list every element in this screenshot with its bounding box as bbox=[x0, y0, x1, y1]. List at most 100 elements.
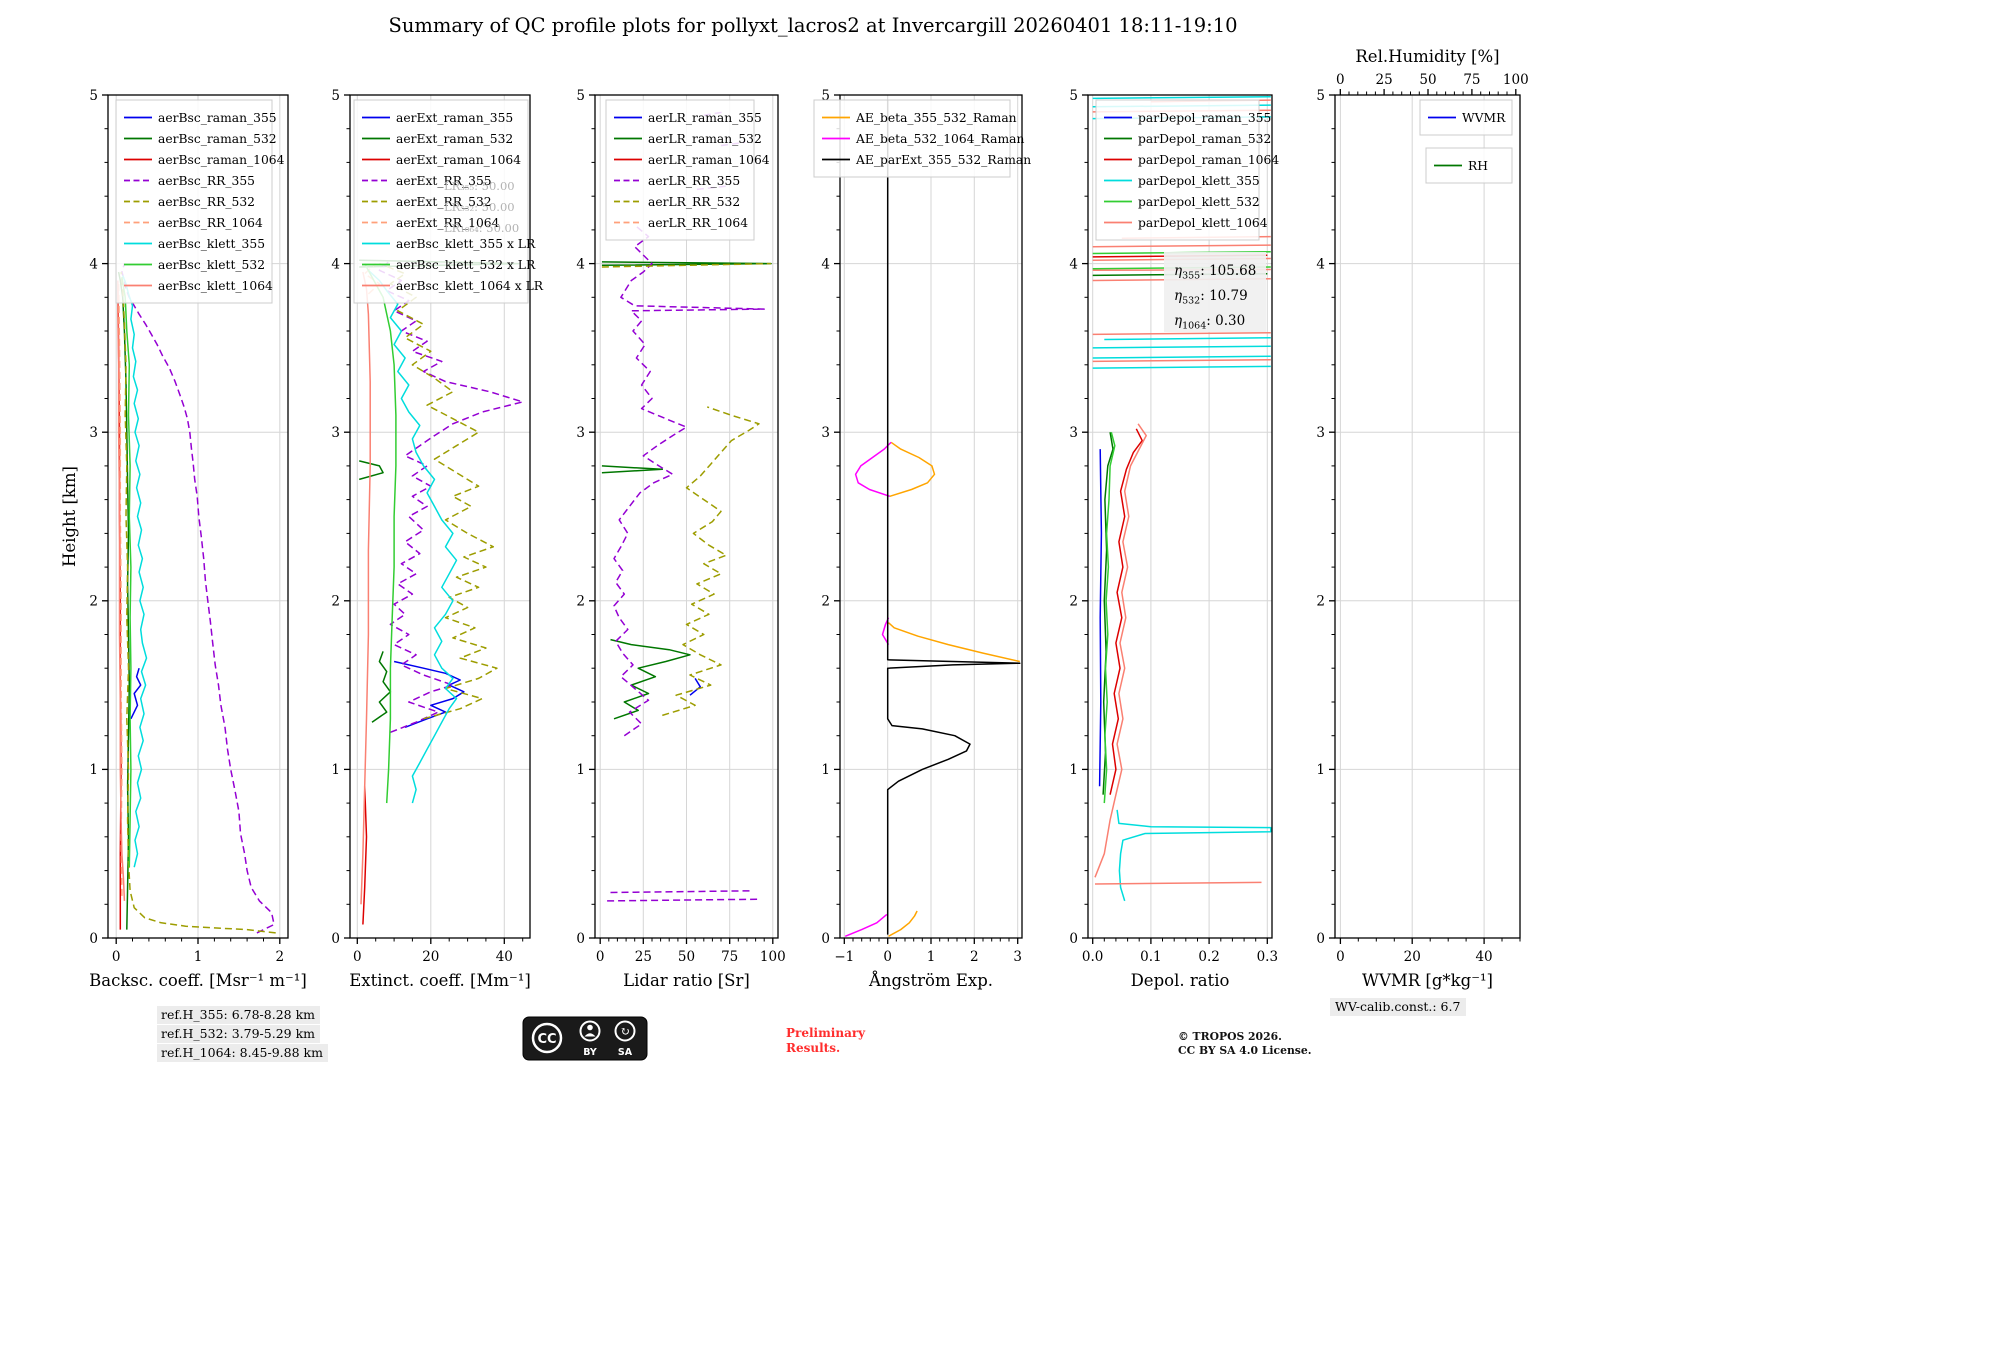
y-tick-label: 3 bbox=[576, 425, 585, 441]
legend-label-aerBsc_klett_355 x LR: aerBsc_klett_355 x LR bbox=[396, 237, 536, 251]
attribution-person-icon bbox=[579, 1020, 601, 1042]
series-AE_beta_355_532_Raman bbox=[889, 441, 936, 498]
series-parDepol_klett_355 bbox=[1092, 365, 1271, 369]
x-tick-label: 1 bbox=[927, 949, 936, 965]
series-parDepol_klett_532 bbox=[1103, 432, 1116, 804]
legend-label-parDepol_raman_355: parDepol_raman_355 bbox=[1138, 111, 1271, 125]
wv-calibration-constant: WV-calib.const.: 6.7 bbox=[1330, 998, 1467, 1016]
x-tick-label: 3 bbox=[1013, 949, 1022, 965]
x-tick-label: 2 bbox=[276, 949, 285, 965]
y-tick-label: 1 bbox=[1069, 762, 1078, 778]
panel-lidar-ratio: 0 25 50 75 100 0 1 2 3 4 5 Lidar ratio [Sr] aerLR_ra… bbox=[576, 88, 785, 990]
person-body-icon bbox=[584, 1033, 596, 1037]
panel-annotation: LR₃₅₅: 50.00 bbox=[444, 179, 515, 193]
legend-label-aerBsc_klett_1064 x LR: aerBsc_klett_1064 x LR bbox=[396, 279, 544, 293]
series-aerLR_raman_532 bbox=[601, 465, 664, 474]
legend-label-AE_beta_532_1064_Raman: AE_beta_532_1064_Raman bbox=[855, 132, 1025, 146]
x-tick-label: 100 bbox=[760, 949, 786, 965]
y-tick-label: 1 bbox=[89, 762, 98, 778]
legend-label-aerExt_raman_1064: aerExt_raman_1064 bbox=[396, 153, 521, 167]
series-aerLR_RR_355 bbox=[613, 225, 765, 737]
x-tick-label: 40 bbox=[1475, 949, 1492, 965]
cc-badge-graphic: CC BY ↻ SA bbox=[522, 1016, 648, 1061]
y-tick-label: 0 bbox=[821, 931, 830, 947]
series-aerExt_raman_532 bbox=[371, 651, 392, 723]
x-tick-label: 0.3 bbox=[1257, 949, 1278, 965]
legend-label-aerLR_RR_532: aerLR_RR_532 bbox=[648, 195, 740, 209]
reference-heights-box: ref.H_355: 6.78-8.28 km ref.H_532: 3.79-… bbox=[157, 1006, 328, 1063]
cc-logo-text: CC bbox=[537, 1032, 556, 1047]
series-AE_beta_355_532_Raman bbox=[888, 910, 918, 937]
series-aerExt_RR_355 bbox=[378, 259, 524, 733]
y-tick-label: 3 bbox=[1069, 425, 1078, 441]
eta-symbol: η bbox=[1174, 313, 1182, 329]
top-tick-label: 0 bbox=[1336, 72, 1345, 88]
x-tick-label: −1 bbox=[834, 949, 854, 965]
series-aerBsc_raman_355 bbox=[130, 667, 142, 720]
legend-label-aerBsc_RR_355: aerBsc_RR_355 bbox=[158, 174, 255, 188]
ref-height-1064: ref.H_1064: 8.45-9.88 km bbox=[157, 1044, 328, 1062]
x-axis-label-depol: Depol. ratio bbox=[1131, 971, 1230, 990]
legend-label-parDepol_klett_1064: parDepol_klett_1064 bbox=[1138, 216, 1268, 230]
y-tick-label: 5 bbox=[1316, 88, 1325, 104]
y-tick-label: 1 bbox=[576, 762, 585, 778]
x-tick-label: 0 bbox=[596, 949, 605, 965]
x-tick-label: 50 bbox=[678, 949, 695, 965]
eta-line: η532: 10.79 bbox=[1174, 288, 1248, 307]
eta-subscript: 1064 bbox=[1182, 321, 1206, 332]
y-tick-label: 4 bbox=[331, 256, 340, 272]
eta-value: : 10.79 bbox=[1200, 288, 1248, 304]
panel-depol: 0.0 0.1 0.2 0.3 0 1 2 3 4 5 Depol. ratio parDepol_r… bbox=[1069, 88, 1279, 990]
series-parDepol_raman_532 bbox=[1102, 432, 1114, 795]
panel-extinction: 0 20 40 0 1 2 3 4 5 Extinct. coeff. [Mm⁻¹] aerExt_… bbox=[331, 88, 543, 990]
x-tick-label: 2 bbox=[970, 949, 979, 965]
sa-label: SA bbox=[618, 1047, 633, 1058]
series-parDepol_klett_355 bbox=[1092, 355, 1271, 359]
series-aerLR_RR_532 bbox=[601, 262, 772, 268]
cc-logo-icon bbox=[531, 1022, 563, 1054]
y-tick-label: 4 bbox=[576, 256, 585, 272]
y-tick-label: 3 bbox=[1316, 425, 1325, 441]
y-tick-label: 2 bbox=[89, 594, 98, 610]
legend-label-aerExt_raman_355: aerExt_raman_355 bbox=[396, 111, 513, 125]
preliminary-line-1: Preliminary bbox=[786, 1026, 866, 1040]
y-tick-label: 0 bbox=[1316, 931, 1325, 947]
series-aerBsc_klett_1064 x LR bbox=[360, 271, 371, 905]
series-aerLR_RR_532 bbox=[662, 406, 760, 717]
series-aerBsc_RR_355 bbox=[121, 263, 275, 934]
copyright-line-1: © TROPOS 2026. bbox=[1178, 1030, 1282, 1043]
series-aerBsc_klett_355 bbox=[122, 275, 148, 868]
top-tick-label: 75 bbox=[1463, 72, 1480, 88]
legend-label-aerBsc_RR_532: aerBsc_RR_532 bbox=[158, 195, 255, 209]
series-aerLR_raman_355 bbox=[689, 678, 702, 696]
eta-value: : 105.68 bbox=[1200, 263, 1256, 279]
series-parDepol_klett_1064 bbox=[1092, 244, 1271, 248]
ref-height-532: ref.H_532: 3.79-5.29 km bbox=[157, 1025, 321, 1043]
y-tick-label: 0 bbox=[331, 931, 340, 947]
x-tick-label: 20 bbox=[1404, 949, 1421, 965]
series-parDepol_klett_1064 bbox=[1092, 358, 1271, 363]
top-axis-label: Rel.Humidity [%] bbox=[1355, 47, 1499, 66]
x-axis-label-backscatter: Backsc. coeff. [Msr⁻¹ m⁻¹] bbox=[89, 971, 307, 990]
eta-symbol: η bbox=[1174, 263, 1182, 279]
legend-label-aerBsc_klett_532 x LR: aerBsc_klett_532 x LR bbox=[396, 258, 536, 272]
person-head-icon bbox=[587, 1024, 593, 1031]
x-axis-label-wvmr: WVMR [g*kg⁻¹] bbox=[1362, 971, 1493, 990]
cc-license-badge: CC BY ↻ SA bbox=[522, 1016, 648, 1065]
preliminary-line-2: Results. bbox=[786, 1041, 841, 1055]
y-tick-label: 5 bbox=[331, 88, 340, 104]
legend-label-aerBsc_klett_355: aerBsc_klett_355 bbox=[158, 237, 265, 251]
eta-annotation-box bbox=[1164, 252, 1266, 332]
frame-wvmr bbox=[1334, 94, 1521, 939]
series-parDepol_klett_1064 bbox=[1094, 423, 1147, 878]
x-axis-label-lidar-ratio: Lidar ratio [Sr] bbox=[623, 971, 750, 990]
series-parDepol_klett_355 bbox=[1092, 95, 1271, 100]
legend-label-aerBsc_raman_532: aerBsc_raman_532 bbox=[158, 132, 277, 146]
series-aerBsc_RR_532 bbox=[120, 271, 276, 934]
legend-label-parDepol_raman_1064: parDepol_raman_1064 bbox=[1138, 153, 1279, 167]
x-tick-label: 0.2 bbox=[1198, 949, 1219, 965]
y-axis-label: Height [km] bbox=[60, 466, 79, 567]
eta-subscript: 355 bbox=[1182, 271, 1200, 282]
